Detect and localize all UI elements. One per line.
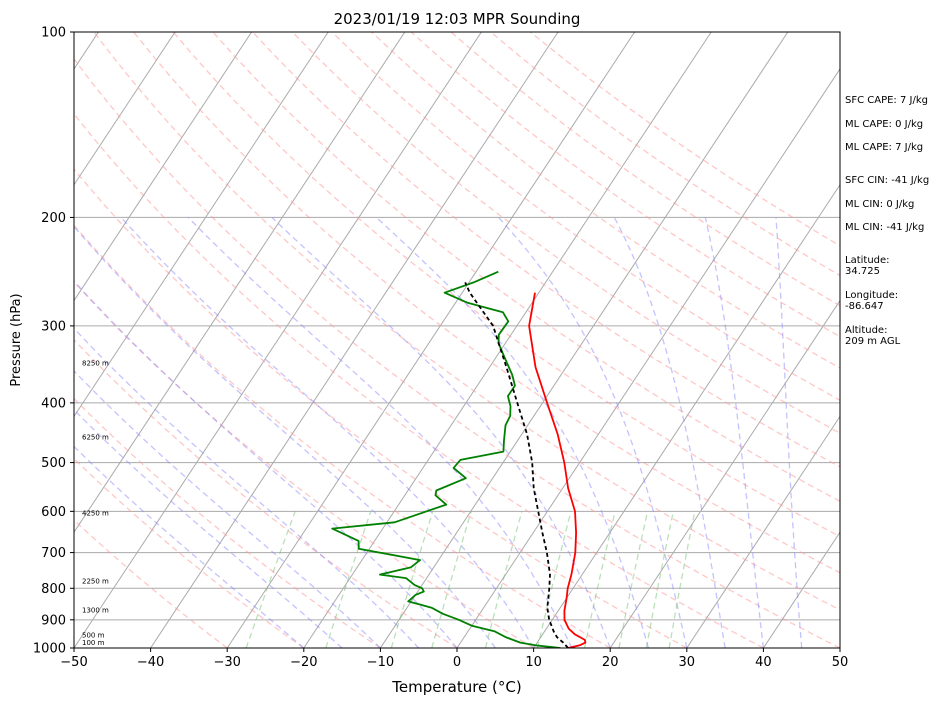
moist-adiabat-line	[74, 279, 458, 648]
isotherm-line	[74, 32, 329, 418]
ml-cin-text-2: ML CIN: -41 J/kg	[845, 222, 925, 233]
height-label: 6250 m	[82, 433, 109, 441]
isotherm-line	[379, 32, 789, 648]
mixing-ratio-line	[583, 511, 616, 648]
dry-adiabat-line	[74, 224, 611, 648]
moist-adiabat-line	[120, 216, 535, 648]
dry-adiabat-line	[74, 58, 840, 648]
dry-adiabat-line	[74, 457, 305, 648]
height-label: 2250 m	[82, 578, 109, 586]
isotherm-line	[456, 68, 840, 648]
mixing-ratio-line	[536, 511, 572, 648]
dry-adiabat-line	[74, 112, 764, 648]
dry-adiabat-line	[252, 32, 840, 468]
isotherm-line	[226, 32, 636, 648]
mixing-ratio-line	[668, 511, 696, 648]
y-tick-label: 800	[41, 582, 66, 597]
mixing-ratio-line	[390, 511, 434, 648]
ml-cape-text-2: ML CAPE: 7 J/kg	[845, 142, 924, 153]
dry-adiabat-line	[74, 338, 458, 648]
height-label: 100 m	[82, 639, 105, 647]
x-tick-label: 0	[453, 655, 461, 670]
y-axis-label: Pressure (hPa)	[9, 293, 24, 386]
mixing-ratio-line	[245, 511, 296, 648]
height-label: 1300 m	[82, 607, 109, 615]
isotherm-line	[609, 299, 840, 648]
mixing-ratio-line	[325, 511, 372, 648]
x-axis-label: Temperature (°C)	[391, 678, 521, 696]
x-tick-label: 20	[602, 655, 619, 670]
height-label: 4250 m	[82, 510, 109, 518]
height-label: 8250 m	[82, 359, 109, 367]
mixing-ratio-line	[618, 511, 649, 648]
isotherm-line	[74, 32, 253, 302]
dry-adiabat-line	[93, 32, 840, 611]
sfc-cin-text: SFC CIN: -41 J/kg	[845, 175, 930, 186]
mixing-ratio-line	[645, 511, 675, 648]
latitude-text: Latitude: 34.725	[845, 255, 890, 277]
isotherm-line	[150, 32, 559, 648]
x-tick-label: −30	[213, 655, 240, 670]
ml-cin-text-1: ML CIN: 0 J/kg	[845, 199, 915, 210]
dry-adiabat-line	[74, 519, 228, 648]
chart-title: 2023/01/19 12:03 MPR Sounding	[334, 10, 581, 28]
isotherm-line	[74, 32, 482, 648]
y-tick-label: 900	[41, 613, 66, 628]
moist-adiabat-line	[775, 217, 803, 648]
dry-adiabat-line	[371, 32, 840, 369]
moist-adiabat-line	[375, 216, 650, 648]
y-tick-label: 700	[41, 546, 66, 561]
moist-adiabat-line	[187, 216, 573, 648]
moist-adiabat-line	[74, 225, 496, 648]
dry-adiabat-line	[74, 397, 381, 648]
dry-adiabat-line	[74, 280, 534, 648]
isotherm-line	[74, 32, 176, 186]
x-tick-label: −50	[60, 655, 87, 670]
x-tick-label: 40	[755, 655, 772, 670]
moist-adiabat-line	[498, 216, 688, 648]
x-tick-label: −10	[367, 655, 394, 670]
y-tick-label: 200	[41, 211, 66, 226]
x-tick-label: −40	[137, 655, 164, 670]
dry-adiabat-line	[212, 32, 840, 503]
y-tick-label: 100	[41, 26, 66, 41]
altitude-text: Altitude: 209 m AGL	[845, 325, 901, 347]
parcel-profile-line	[464, 282, 569, 648]
x-tick-label: −20	[290, 655, 317, 670]
height-label: 500 m	[82, 632, 105, 640]
dry-adiabat-line	[172, 32, 840, 538]
y-tick-label: 300	[41, 319, 66, 334]
y-tick-label: 1000	[33, 642, 66, 657]
dry-adiabat-line	[74, 168, 688, 648]
dry-adiabat-line	[410, 32, 840, 338]
y-tick-label: 400	[41, 396, 66, 411]
isotherm-line	[533, 183, 840, 648]
sfc-cape-text: SFC CAPE: 7 J/kg	[845, 95, 928, 106]
y-tick-label: 600	[41, 505, 66, 520]
moist-adiabat-line	[74, 327, 420, 648]
isotherm-line	[303, 32, 712, 648]
dry-adiabat-line	[133, 32, 840, 574]
isotherm-line	[762, 531, 840, 648]
temperature-profile-line	[528, 292, 587, 648]
mixing-ratio-line	[431, 511, 472, 648]
x-tick-label: 30	[679, 655, 696, 670]
ml-cape-text-1: ML CAPE: 0 J/kg	[845, 119, 924, 130]
x-tick-label: 10	[525, 655, 542, 670]
x-tick-label: 50	[832, 655, 849, 670]
isotherm-line	[74, 32, 406, 534]
moist-adiabat-line	[74, 445, 305, 648]
mixing-ratio-line	[484, 511, 523, 648]
moist-adiabat-line	[613, 217, 726, 648]
plot-frame	[73, 31, 841, 649]
moist-adiabat-line	[271, 216, 611, 648]
y-tick-label: 500	[41, 456, 66, 471]
moist-adiabat-line	[704, 217, 765, 648]
dewpoint-profile-line	[331, 270, 561, 648]
isotherm-line	[686, 415, 840, 648]
longitude-text: Longitude: -86.647	[845, 290, 899, 312]
